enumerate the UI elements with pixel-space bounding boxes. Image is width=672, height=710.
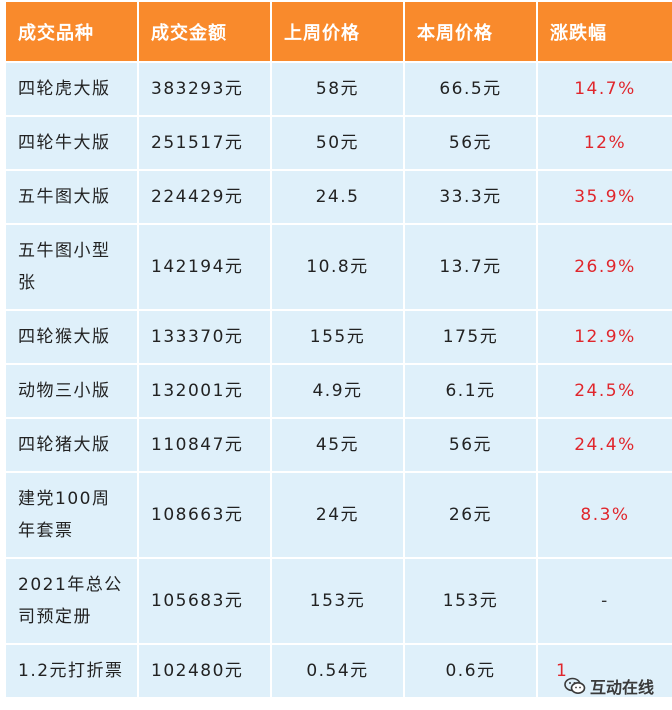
cell-variety: 动物三小版 [6, 365, 137, 417]
table-row: 1.2元打折票 102480元 0.54元 0.6元 1 [6, 645, 672, 697]
header-change: 涨跌幅 [538, 2, 672, 61]
cell-change: 26.9% [538, 225, 672, 309]
cell-amount: 102480元 [139, 645, 270, 697]
cell-variety: 1.2元打折票 [6, 645, 137, 697]
header-last-week-price: 上周价格 [272, 2, 403, 61]
cell-this-price: 0.6元 [405, 645, 536, 697]
table-row: 建党100周年套票 108663元 24元 26元 8.3% [6, 473, 672, 557]
cell-variety: 四轮牛大版 [6, 117, 137, 169]
cell-amount: 132001元 [139, 365, 270, 417]
cell-last-price: 0.54元 [272, 645, 403, 697]
cell-variety: 四轮虎大版 [6, 63, 137, 115]
cell-change: 1 [538, 645, 672, 697]
cell-change: 8.3% [538, 473, 672, 557]
header-this-week-price: 本周价格 [405, 2, 536, 61]
cell-last-price: 58元 [272, 63, 403, 115]
watermark-text: 互动在线 [589, 678, 654, 697]
header-variety: 成交品种 [6, 2, 137, 61]
cell-variety: 四轮猴大版 [6, 311, 137, 363]
cell-amount: 142194元 [139, 225, 270, 309]
cell-last-price: 24元 [272, 473, 403, 557]
cell-last-price: 4.9元 [272, 365, 403, 417]
cell-change: 24.5% [538, 365, 672, 417]
cell-change: 35.9% [538, 171, 672, 223]
cell-amount: 108663元 [139, 473, 270, 557]
cell-this-price: 26元 [405, 473, 536, 557]
header-amount: 成交金额 [139, 2, 270, 61]
cell-this-price: 33.3元 [405, 171, 536, 223]
cell-amount: 133370元 [139, 311, 270, 363]
cell-this-price: 153元 [405, 559, 536, 643]
cell-amount: 383293元 [139, 63, 270, 115]
cell-last-price: 45元 [272, 419, 403, 471]
cell-amount: 224429元 [139, 171, 270, 223]
table-row: 2021年总公司预定册 105683元 153元 153元 - [6, 559, 672, 643]
source-watermark: 互动在线 [564, 674, 654, 698]
cell-change: 12.9% [538, 311, 672, 363]
wechat-icon [564, 677, 586, 695]
cell-this-price: 6.1元 [405, 365, 536, 417]
cell-variety: 五牛图小型张 [6, 225, 137, 309]
cell-change: 24.4% [538, 419, 672, 471]
cell-this-price: 56元 [405, 117, 536, 169]
table-row: 四轮猪大版 110847元 45元 56元 24.4% [6, 419, 672, 471]
cell-this-price: 175元 [405, 311, 536, 363]
cell-last-price: 24.5 [272, 171, 403, 223]
table-row: 五牛图小型张 142194元 10.8元 13.7元 26.9% [6, 225, 672, 309]
cell-last-price: 155元 [272, 311, 403, 363]
cell-variety: 2021年总公司预定册 [6, 559, 137, 643]
cell-last-price: 50元 [272, 117, 403, 169]
cell-change: - [538, 559, 672, 643]
table-row: 动物三小版 132001元 4.9元 6.1元 24.5% [6, 365, 672, 417]
cell-amount: 110847元 [139, 419, 270, 471]
trade-price-table: 成交品种 成交金额 上周价格 本周价格 涨跌幅 四轮虎大版 383293元 58… [4, 0, 672, 699]
cell-change: 12% [538, 117, 672, 169]
cell-variety: 建党100周年套票 [6, 473, 137, 557]
table-row: 四轮虎大版 383293元 58元 66.5元 14.7% [6, 63, 672, 115]
cell-this-price: 13.7元 [405, 225, 536, 309]
cell-this-price: 56元 [405, 419, 536, 471]
cell-amount: 251517元 [139, 117, 270, 169]
table-row: 四轮牛大版 251517元 50元 56元 12% [6, 117, 672, 169]
table-header-row: 成交品种 成交金额 上周价格 本周价格 涨跌幅 [6, 2, 672, 61]
cell-amount: 105683元 [139, 559, 270, 643]
cell-last-price: 10.8元 [272, 225, 403, 309]
cell-this-price: 66.5元 [405, 63, 536, 115]
table-row: 五牛图大版 224429元 24.5 33.3元 35.9% [6, 171, 672, 223]
cell-last-price: 153元 [272, 559, 403, 643]
cell-change: 14.7% [538, 63, 672, 115]
cell-variety: 五牛图大版 [6, 171, 137, 223]
cell-variety: 四轮猪大版 [6, 419, 137, 471]
table-row: 四轮猴大版 133370元 155元 175元 12.9% [6, 311, 672, 363]
